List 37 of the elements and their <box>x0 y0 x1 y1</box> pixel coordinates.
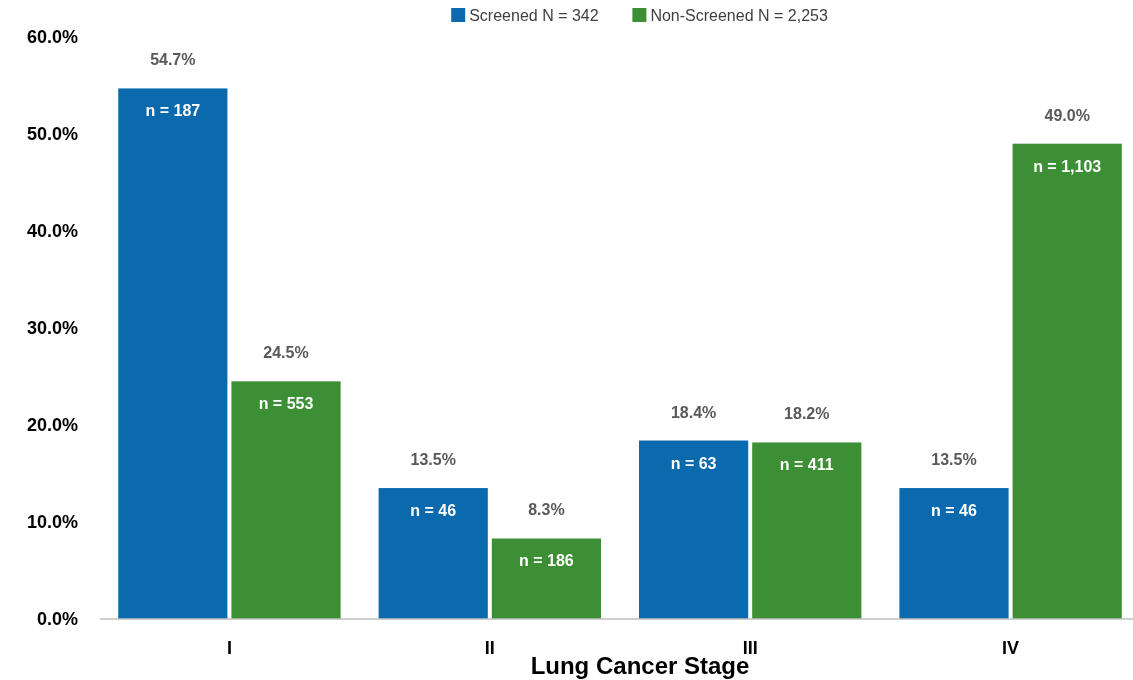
annotation: n = 553 <box>258 395 314 413</box>
legend-label: Screened N = 342 <box>469 7 599 24</box>
data-label: 49.0% <box>1044 106 1090 124</box>
annotation: n = 46 <box>931 502 977 520</box>
y-tick-label: 60.0% <box>26 27 78 47</box>
y-tick-label: 30.0% <box>26 318 78 338</box>
data-label: 8.3% <box>528 501 565 519</box>
x-tick-label: III <box>742 638 758 658</box>
bar <box>118 88 228 619</box>
bar <box>231 381 341 619</box>
annotation: n = 186 <box>519 552 574 570</box>
x-tick-label: I <box>226 638 232 658</box>
bar <box>378 488 488 619</box>
annotation: n = 46 <box>410 502 457 520</box>
data-label: 24.5% <box>263 344 309 362</box>
x-tick-label: II <box>484 638 495 658</box>
bar <box>899 488 1009 619</box>
data-label: 18.4% <box>670 403 717 421</box>
annotation: n = 187 <box>145 102 201 120</box>
bar <box>639 440 749 619</box>
data-label: 54.7% <box>150 51 196 69</box>
bar <box>491 538 601 619</box>
y-tick-label: 40.0% <box>26 221 78 241</box>
y-tick-label: 50.0% <box>26 124 78 144</box>
bar <box>1012 143 1122 619</box>
annotation: n = 1,103 <box>1033 157 1102 175</box>
data-label: 13.5% <box>931 451 977 469</box>
y-tick-label: 0.0% <box>36 609 78 629</box>
annotation: n = 411 <box>779 456 834 474</box>
legend-label: Non-Screened N = 2,253 <box>650 7 828 24</box>
y-tick-label: 10.0% <box>26 512 78 532</box>
bar <box>752 442 862 619</box>
annotation: n = 63 <box>670 454 717 472</box>
y-tick-label: 20.0% <box>26 415 78 435</box>
x-tick-label: IV <box>1002 638 1020 658</box>
data-label: 13.5% <box>410 451 456 469</box>
data-label: 18.2% <box>784 405 830 423</box>
